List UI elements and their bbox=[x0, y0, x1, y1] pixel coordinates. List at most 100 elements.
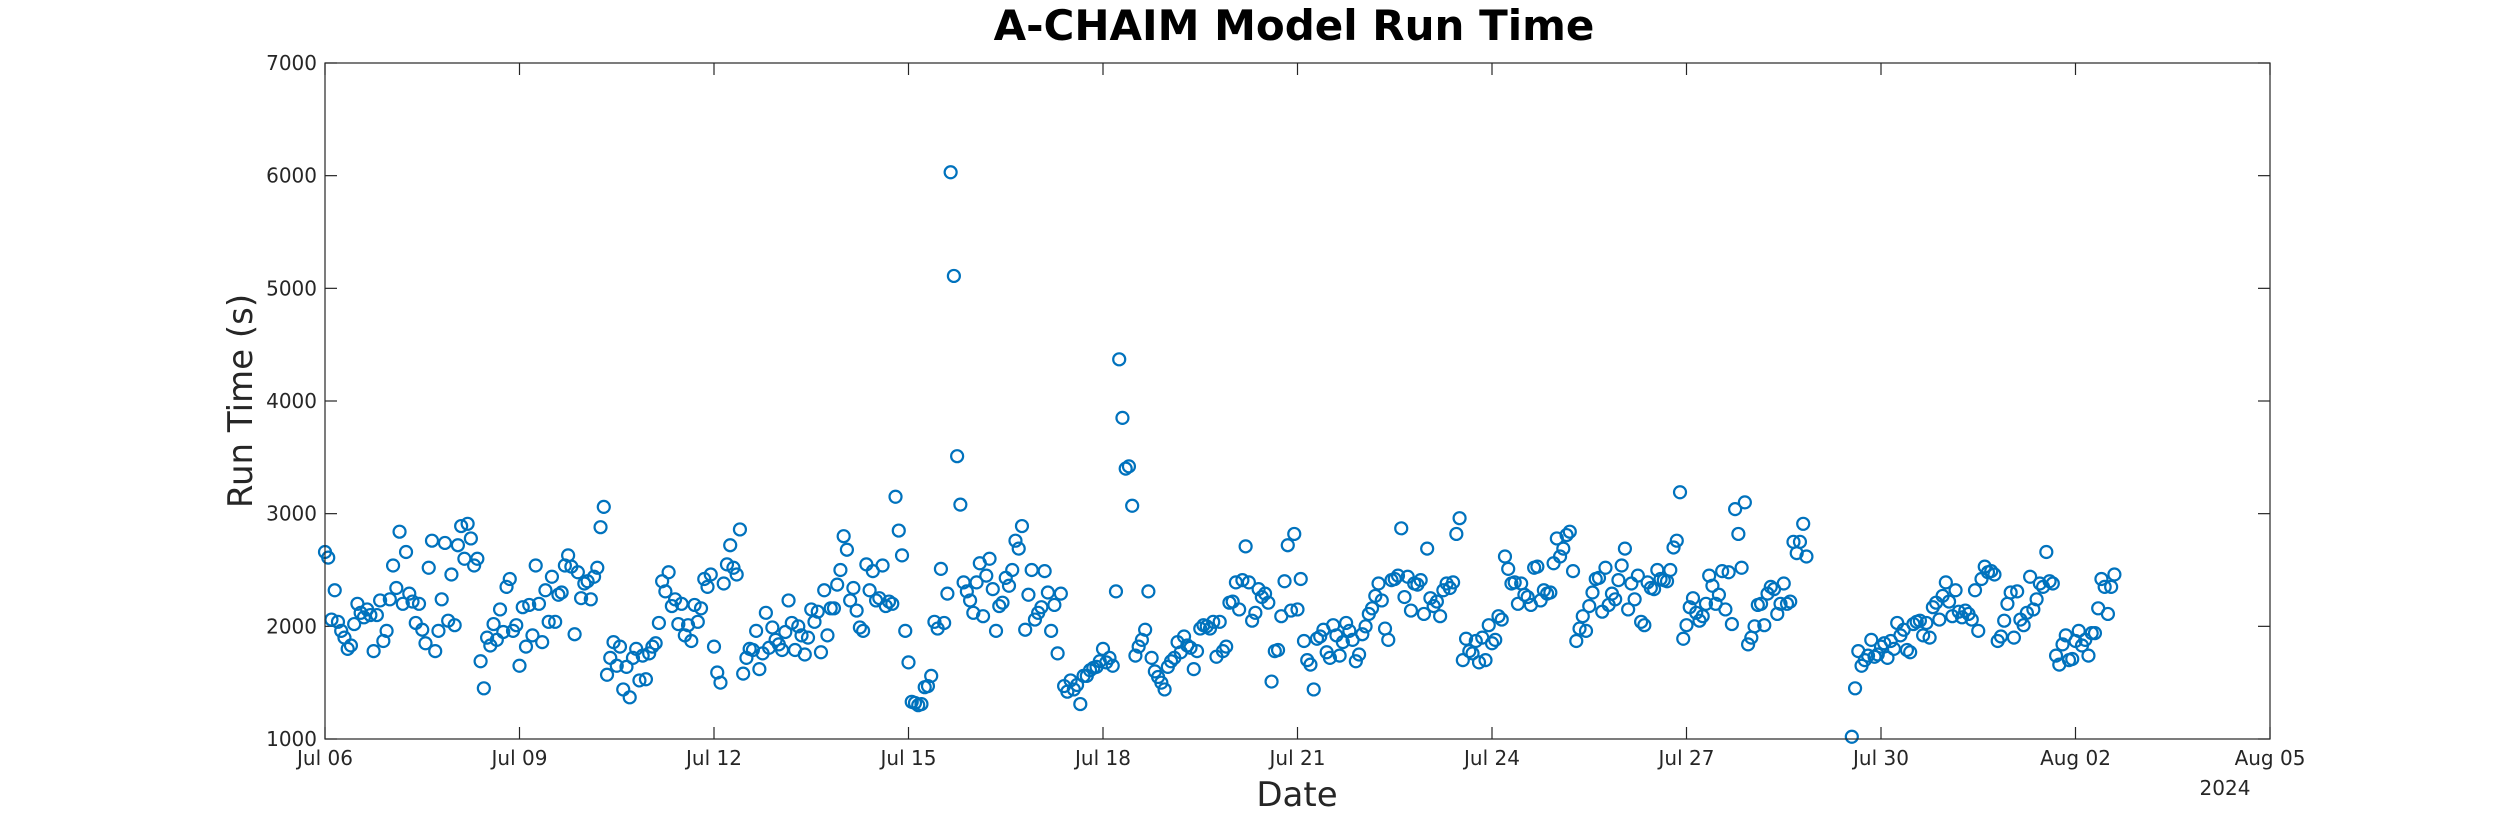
data-point bbox=[479, 630, 495, 645]
data-point bbox=[1634, 614, 1649, 629]
data-point bbox=[2010, 584, 2025, 599]
data-point bbox=[1491, 609, 1506, 624]
data-point bbox=[470, 551, 485, 566]
data-point bbox=[1614, 558, 1629, 573]
data-point bbox=[1864, 632, 1879, 647]
data-point bbox=[1280, 538, 1295, 553]
data-point bbox=[1997, 613, 2012, 628]
data-point bbox=[1582, 598, 1597, 614]
data-point bbox=[415, 622, 430, 637]
data-point bbox=[2003, 585, 2018, 600]
data-point bbox=[1556, 541, 1571, 556]
x-axis-label: Date bbox=[1256, 775, 1337, 815]
data-point bbox=[1967, 583, 1983, 598]
data-point bbox=[2097, 579, 2112, 595]
y-tick-label: 1000 bbox=[266, 727, 317, 751]
data-point bbox=[1287, 526, 1302, 542]
data-point bbox=[531, 596, 547, 611]
data-point bbox=[1731, 526, 1746, 542]
data-point bbox=[437, 535, 453, 551]
data-point bbox=[1429, 594, 1444, 609]
data-point bbox=[975, 609, 991, 624]
data-point bbox=[804, 602, 819, 617]
data-point bbox=[1241, 575, 1256, 590]
data-point bbox=[1471, 655, 1487, 670]
data-point bbox=[1381, 632, 1396, 647]
data-point bbox=[992, 598, 1007, 614]
data-point bbox=[330, 614, 346, 629]
data-point bbox=[1481, 618, 1496, 633]
data-point bbox=[321, 550, 336, 565]
data-point bbox=[444, 567, 459, 582]
data-point bbox=[1095, 641, 1111, 656]
data-point bbox=[1277, 574, 1292, 589]
data-point bbox=[389, 580, 404, 596]
data-point bbox=[509, 618, 524, 633]
data-point bbox=[1206, 614, 1221, 629]
data-point bbox=[1501, 561, 1516, 576]
data-point bbox=[1154, 675, 1169, 690]
data-point bbox=[1069, 677, 1085, 693]
data-point bbox=[548, 614, 563, 629]
x-tick-label: Jul 06 bbox=[295, 746, 353, 770]
data-point bbox=[794, 628, 809, 643]
data-point bbox=[1646, 582, 1662, 597]
data-point bbox=[599, 667, 615, 682]
data-point bbox=[392, 524, 407, 539]
data-point bbox=[2071, 623, 2086, 638]
data-point bbox=[661, 565, 676, 580]
data-point bbox=[496, 624, 511, 640]
data-point bbox=[567, 627, 582, 642]
data-point bbox=[1238, 539, 1253, 554]
data-point bbox=[693, 601, 709, 616]
data-point bbox=[937, 615, 952, 631]
data-point bbox=[1008, 533, 1023, 548]
data-point bbox=[590, 560, 605, 575]
data-point bbox=[622, 690, 637, 705]
data-point bbox=[1283, 603, 1299, 618]
data-point bbox=[1796, 516, 1811, 531]
data-point bbox=[1536, 583, 1551, 598]
data-point bbox=[1715, 564, 1730, 579]
data-point bbox=[1669, 533, 1684, 548]
x-tick-label: Jul 21 bbox=[1268, 746, 1326, 770]
data-point bbox=[736, 666, 751, 681]
data-point bbox=[2023, 569, 2038, 584]
data-point bbox=[726, 560, 741, 575]
data-point bbox=[2039, 544, 2054, 560]
data-point bbox=[988, 623, 1004, 638]
data-point bbox=[898, 623, 913, 638]
data-point bbox=[1021, 587, 1036, 602]
data-point bbox=[833, 562, 848, 578]
data-point bbox=[1520, 589, 1535, 605]
data-point bbox=[1176, 629, 1192, 644]
data-point bbox=[1679, 618, 1694, 633]
data-point bbox=[1530, 559, 1545, 574]
data-point bbox=[411, 596, 427, 611]
data-point bbox=[1860, 648, 1876, 663]
data-point bbox=[1543, 585, 1558, 600]
year-label: 2024 bbox=[2200, 776, 2251, 800]
data-point bbox=[933, 561, 949, 576]
data-point bbox=[642, 646, 657, 661]
data-point bbox=[1932, 612, 1947, 627]
data-point bbox=[927, 614, 942, 629]
data-point bbox=[1724, 616, 1739, 632]
data-point bbox=[1355, 627, 1370, 642]
data-point bbox=[1569, 633, 1584, 649]
data-point bbox=[1507, 575, 1522, 590]
data-point bbox=[518, 639, 534, 654]
data-point bbox=[473, 654, 488, 669]
data-point bbox=[447, 618, 462, 633]
data-point bbox=[525, 628, 540, 643]
data-point bbox=[995, 595, 1010, 610]
data-point bbox=[2048, 648, 2064, 663]
data-point bbox=[1296, 633, 1312, 649]
data-point bbox=[486, 616, 501, 632]
data-point bbox=[467, 558, 482, 573]
y-tick-label: 3000 bbox=[266, 502, 317, 526]
data-point bbox=[1420, 541, 1435, 556]
data-point bbox=[849, 603, 864, 618]
x-tick-label: Jul 18 bbox=[1073, 746, 1131, 770]
data-point bbox=[1044, 623, 1059, 638]
